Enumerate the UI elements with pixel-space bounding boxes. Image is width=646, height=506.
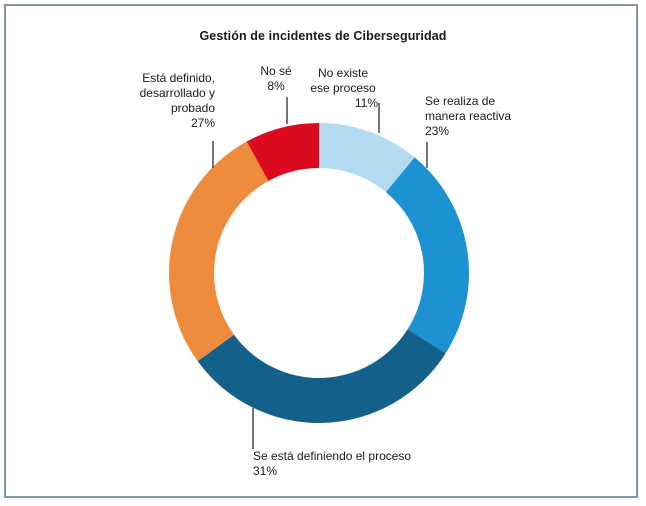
callout-esta-definido: Está definido, desarrollado y probado 27… [140, 71, 215, 131]
callout-label-line: Se está definiendo el proceso [253, 449, 412, 463]
leader-lines [212, 97, 428, 449]
donut-segment-0 [319, 123, 415, 193]
callout-label-line: No sé [260, 64, 292, 78]
donut-segment-2 [197, 329, 446, 423]
callout-value: 11% [354, 96, 378, 110]
callout-value: 31% [253, 464, 278, 478]
callout-no-se: No sé 8% [244, 64, 308, 94]
donut-segments [168, 123, 469, 423]
callout-value: 8% [267, 79, 285, 93]
chart-title: Gestión de incidentes de Ciberseguridad [199, 29, 447, 43]
callout-value: 23% [425, 124, 450, 138]
donut-segment-3 [168, 141, 269, 362]
callout-label-line: desarrollado y [139, 86, 215, 100]
callout-no-existe: No existe ese proceso 11% [308, 66, 378, 111]
callout-se-realiza: Se realiza de manera reactiva 23% [425, 94, 511, 139]
figure-border [4, 4, 638, 498]
callout-label-line: Está definido, [142, 71, 215, 85]
callout-label-line: No existe [317, 66, 369, 80]
callout-value: 27% [190, 116, 215, 130]
callout-se-esta: Se está definiendo el proceso 31% [253, 449, 411, 479]
donut-segment-4 [246, 123, 319, 181]
callout-label-line: Se realiza de [425, 94, 496, 108]
callout-label-line: ese proceso [310, 81, 376, 95]
donut-segment-1 [385, 157, 469, 354]
callout-label-line: manera reactiva [425, 109, 512, 123]
callout-label-line: probado [170, 101, 215, 115]
